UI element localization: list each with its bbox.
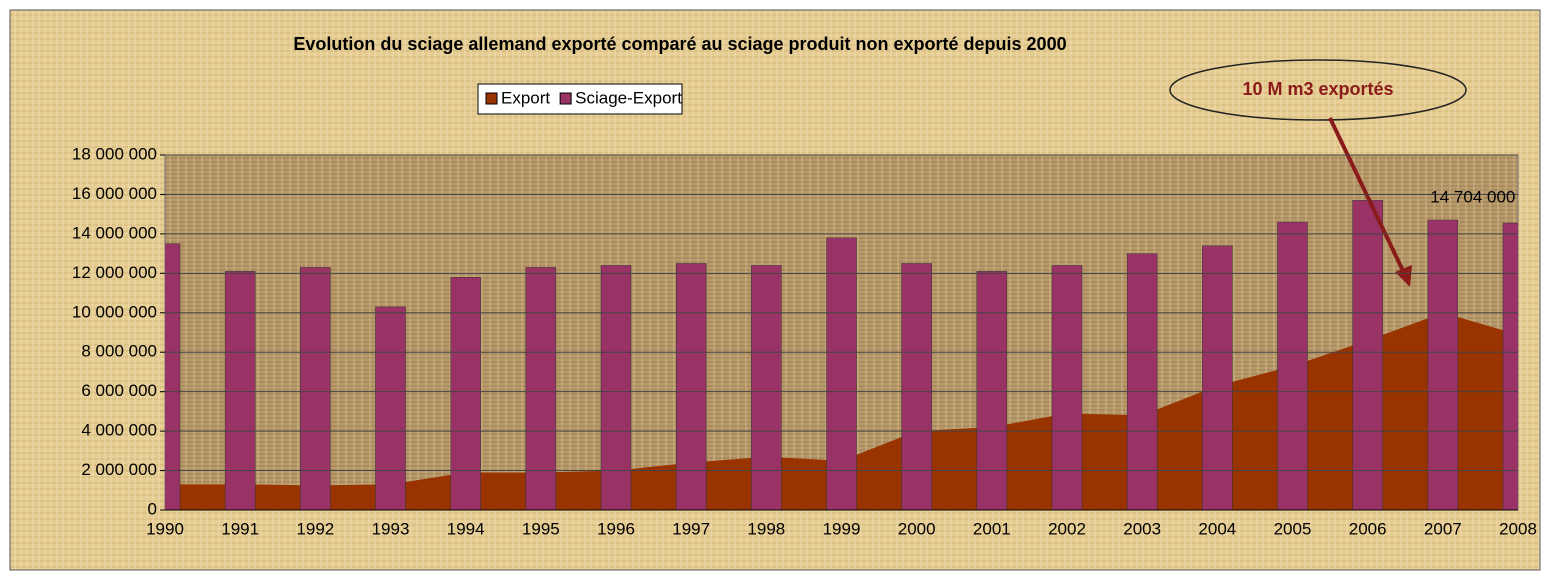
legend-swatch (485, 92, 498, 105)
x-tick-label: 2001 (973, 519, 1011, 538)
bar (1502, 222, 1518, 510)
chart-title: Evolution du sciage allemand exporté com… (293, 34, 1066, 54)
bar (224, 271, 256, 510)
x-tick-label: 1993 (372, 519, 410, 538)
plot-layer (165, 200, 1518, 510)
annotation-ellipse (1169, 59, 1467, 121)
x-tick-label: 2006 (1349, 519, 1387, 538)
area (165, 312, 1518, 510)
bar (901, 263, 932, 510)
x-tick-label: 1996 (597, 519, 635, 538)
x-tick-label: 2005 (1274, 519, 1312, 538)
x-tick-label: 1995 (522, 519, 560, 538)
data-label: 14 704 000 (1430, 187, 1515, 206)
x-tick-label: 1999 (823, 519, 861, 538)
x-tick-label: 1998 (747, 519, 785, 538)
x-tick-label: 1997 (672, 519, 710, 538)
bar (450, 277, 481, 510)
legend-label: Sciage-Export (575, 88, 682, 107)
bar (751, 265, 782, 510)
y-tick-label: 4 000 000 (81, 421, 157, 440)
legend-label: Export (501, 88, 550, 107)
y-tick-label: 6 000 000 (81, 381, 157, 400)
y-tick-label: 12 000 000 (72, 263, 157, 282)
x-tick-label: 2008 (1499, 519, 1537, 538)
bar (165, 243, 181, 510)
bar (1277, 221, 1308, 510)
y-tick-label: 8 000 000 (81, 342, 157, 361)
legend-swatch (559, 92, 572, 105)
bar (1202, 245, 1233, 510)
y-tick-label: 14 000 000 (72, 223, 157, 242)
bar (375, 306, 406, 510)
x-tick-label: 1994 (447, 519, 485, 538)
x-tick-label: 2003 (1123, 519, 1161, 538)
bar (1051, 265, 1083, 510)
y-tick-label: 2 000 000 (81, 460, 157, 479)
bar (1352, 200, 1383, 510)
x-tick-label: 1990 (146, 519, 184, 538)
bar (675, 263, 707, 510)
bar (826, 237, 857, 510)
x-tick-label: 2000 (898, 519, 936, 538)
y-tick-label: 16 000 000 (72, 184, 157, 203)
x-tick-label: 1992 (296, 519, 334, 538)
bar (1427, 219, 1459, 510)
arrow-head (1395, 265, 1412, 287)
y-tick-label: 18 000 000 (72, 144, 157, 163)
x-tick-label: 1991 (221, 519, 259, 538)
bar (976, 271, 1008, 510)
y-tick-label: 10 000 000 (72, 302, 157, 321)
bar (1126, 253, 1158, 510)
bar (600, 265, 632, 510)
x-tick-label: 2004 (1198, 519, 1236, 538)
x-tick-label: 2002 (1048, 519, 1086, 538)
bar (525, 267, 557, 510)
annotation: 10 M m3 exportés (1242, 79, 1393, 99)
x-tick-label: 2007 (1424, 519, 1462, 538)
bar (300, 267, 331, 510)
legend-box (477, 83, 683, 115)
annotation-arrow (1328, 117, 1407, 276)
y-tick-label: 0 (148, 499, 157, 518)
